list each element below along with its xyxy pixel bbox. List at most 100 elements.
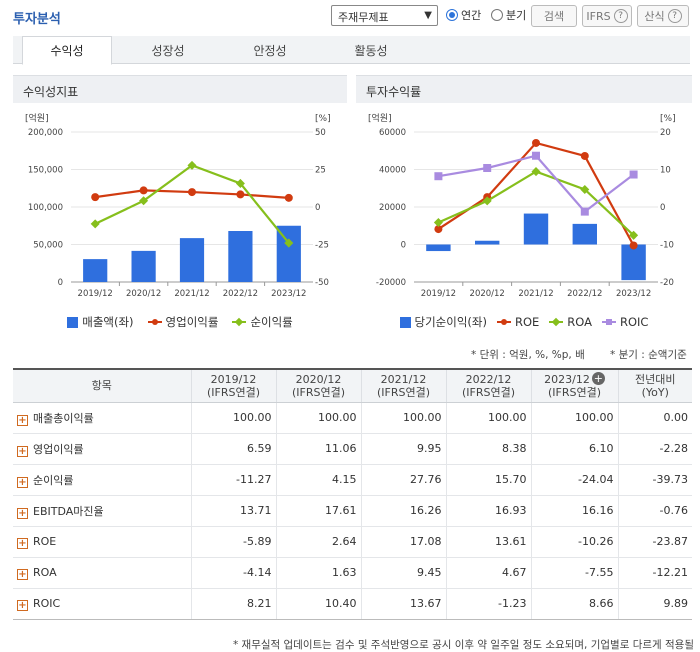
- left-tick-label: 50,000: [33, 241, 63, 251]
- legend-label: 영업이익률: [165, 315, 219, 329]
- question-icon: ?: [667, 9, 682, 23]
- data-point: [483, 164, 492, 172]
- bar-swatch-icon: [399, 316, 411, 328]
- legend-item-net-margin[interactable]: 순이익률: [232, 314, 293, 330]
- header-sublabel: (IFRS연결): [461, 385, 516, 399]
- x-tick-label: 2021/12: [174, 289, 209, 299]
- right-tick-label: -50: [315, 278, 329, 288]
- row-label-cell[interactable]: + 순이익률: [13, 464, 191, 496]
- data-point: [284, 238, 294, 248]
- expand-plus-icon[interactable]: +: [17, 507, 28, 519]
- expand-plus-icon[interactable]: +: [17, 599, 28, 611]
- right-tick-label: 20: [660, 128, 671, 138]
- data-point: [434, 172, 443, 181]
- value-cell: -2.28: [617, 433, 692, 465]
- row-label-cell[interactable]: + ROIC: [13, 588, 191, 620]
- tab-growth[interactable]: 성장성: [151, 43, 185, 58]
- quarter-note: * 분기 : 순액기준: [610, 349, 687, 361]
- right-tick-label: -20: [660, 278, 674, 288]
- legend-item-roe[interactable]: ROE: [496, 314, 540, 330]
- column-header: 2020/12 (IFRS연결): [275, 368, 361, 403]
- statement-type-select[interactable]: 주재무제표 ▼: [331, 5, 438, 26]
- expand-plus-icon[interactable]: +: [17, 568, 28, 580]
- top-bar: 투자분석 주재무제표 ▼ 연간 분기 검색 IFRS ? 산식 ?: [0, 0, 700, 32]
- data-point: [580, 207, 589, 216]
- table-row: + ROA -4.14 1.63 9.45 4.67 -7.55 -12.21: [13, 557, 692, 589]
- data-point: [434, 225, 443, 234]
- header-label: 항목: [91, 379, 112, 393]
- value-cell: 27.76: [360, 464, 446, 496]
- right-axis-unit: [%]: [315, 114, 331, 124]
- expand-plus-icon[interactable]: +: [17, 476, 28, 488]
- radio-annual[interactable]: 연간: [446, 7, 481, 23]
- row-label: EBITDA마진율: [33, 504, 104, 518]
- tab-activity[interactable]: 활동성: [354, 43, 388, 58]
- expand-plus-icon[interactable]: +: [17, 445, 28, 457]
- row-label-cell[interactable]: + 영업이익률: [13, 433, 191, 465]
- x-tick-label: 2020/12: [126, 289, 161, 299]
- value-cell: 6.10: [530, 433, 618, 465]
- investment-return-chart-panel: 투자수익률 [억원] [%] 60000 40000 20000 0 -20000 20 10 0…: [356, 75, 692, 335]
- legend-item-roic[interactable]: ROIC: [602, 314, 648, 330]
- radio-quarter[interactable]: 분기: [491, 7, 526, 23]
- legend-label: ROA: [567, 315, 592, 329]
- header-label: 2023/12: [544, 373, 590, 387]
- legend-item-op-margin[interactable]: 영업이익률: [147, 314, 219, 330]
- row-label-cell[interactable]: + 매출총이익률: [13, 402, 191, 434]
- bar: [276, 225, 301, 282]
- tab-profitability[interactable]: 수익성: [22, 36, 112, 65]
- search-button[interactable]: 검색: [531, 5, 577, 27]
- data-point: [482, 196, 492, 206]
- data-point: [532, 151, 540, 160]
- row-label-cell[interactable]: + EBITDA마진율: [13, 495, 191, 527]
- radio-selected-icon: [446, 9, 458, 21]
- ifrs-label: IFRS: [586, 9, 611, 23]
- row-label-cell[interactable]: + ROE: [13, 526, 191, 558]
- value-cell: -11.27: [190, 464, 276, 496]
- data-point: [532, 138, 540, 147]
- legend-item-net-income[interactable]: 당기순이익(좌): [399, 314, 487, 330]
- x-tick-label: 2019/12: [421, 289, 456, 299]
- legend-item-revenue[interactable]: 매출액(좌): [67, 314, 134, 330]
- value-cell: 16.26: [360, 495, 446, 527]
- formula-help-button[interactable]: 산식 ?: [637, 5, 689, 27]
- left-tick-label: 20000: [379, 203, 406, 213]
- value-cell: 13.61: [445, 526, 531, 558]
- bar: [572, 223, 597, 245]
- legend-label: ROE: [514, 315, 540, 329]
- profitability-chart: [억원] [%] 200,000 150,000 100,000 50,000 0 50 25 0…: [25, 112, 331, 299]
- bar-swatch-icon: [67, 316, 79, 328]
- ifrs-help-button[interactable]: IFRS ?: [582, 5, 632, 27]
- left-tick-label: 150,000: [28, 166, 63, 176]
- profitability-chart-panel: 수익성지표 [억원] [%] 200,000 150,000 100,000 50,000…: [13, 75, 347, 335]
- tab-stability[interactable]: 안정성: [253, 43, 287, 58]
- legend-label: 매출액(좌): [82, 315, 134, 329]
- line-circle-icon: [147, 317, 162, 327]
- value-cell: 11.06: [275, 433, 361, 465]
- value-cell: 4.67: [445, 557, 531, 589]
- series-line: [438, 154, 635, 214]
- data-point: [187, 160, 197, 170]
- value-cell: 9.89: [617, 588, 692, 620]
- header-sublabel: (IFRS연결): [206, 385, 261, 399]
- data-point: [139, 196, 149, 206]
- page-title: 투자분석: [13, 12, 61, 27]
- data-point: [235, 178, 245, 188]
- data-point: [90, 219, 100, 229]
- value-cell: 16.16: [530, 495, 618, 527]
- add-column-icon[interactable]: +: [591, 372, 605, 386]
- table-row: + 영업이익률 6.59 11.06 9.95 8.38 6.10 -2.28: [13, 433, 692, 465]
- value-cell: -12.21: [617, 557, 692, 589]
- expand-plus-icon[interactable]: +: [17, 414, 28, 426]
- panel-title: 수익성지표: [13, 75, 347, 103]
- expand-plus-icon[interactable]: +: [17, 537, 28, 549]
- value-cell: 100.00: [530, 402, 618, 434]
- row-label-cell[interactable]: + ROA: [13, 557, 191, 589]
- value-cell: 17.08: [360, 526, 446, 558]
- right-tick-label: 0: [315, 203, 320, 213]
- data-point: [629, 170, 638, 179]
- value-cell: 100.00: [190, 402, 276, 434]
- legend-item-roa[interactable]: ROA: [549, 314, 592, 330]
- right-tick-label: 0: [660, 203, 665, 213]
- x-tick-label: 2022/12: [567, 289, 602, 299]
